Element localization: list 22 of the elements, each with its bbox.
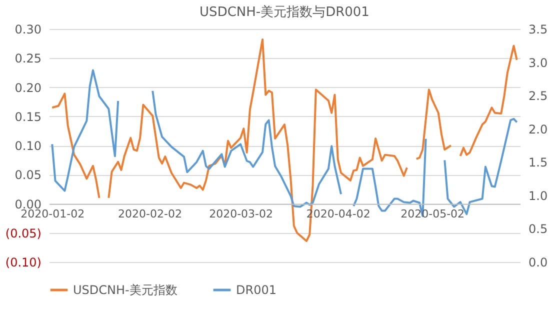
x-tick-label: 2020-01-02 [20, 207, 85, 220]
y-tick-label: 0.05 [14, 168, 42, 182]
y2-tick-label: 3.5 [528, 22, 548, 36]
legend-label: DR001 [236, 283, 276, 297]
y2-tick-label: 1.5 [528, 156, 548, 170]
x-tick-label: 2020-03-02 [209, 207, 274, 220]
y2-tick-label: 2.0 [528, 122, 548, 136]
y-tick-label: 0.15 [14, 110, 42, 124]
y-tick-label: 0.10 [14, 139, 42, 153]
y-tick-label: (0.10) [5, 256, 42, 270]
y2-tick-label: 2.5 [528, 89, 548, 104]
y2-tick-label: 0.0 [528, 256, 548, 270]
legend-label: USDCNH-美元指数 [73, 283, 178, 297]
y-tick-label: 0.20 [14, 80, 42, 95]
y2-tick-label: 0.5 [528, 222, 548, 236]
chart-title: USDCNH-美元指数与DR001 [200, 4, 370, 20]
y-tick-label: 0.25 [14, 52, 42, 66]
y2-tick-label: 3.0 [528, 56, 548, 70]
y-tick-label: (0.05) [5, 226, 42, 240]
y2-tick-label: 1.0 [528, 188, 548, 203]
x-tick-label: 2020-02-02 [118, 207, 182, 220]
y-tick-label: 0.30 [14, 22, 42, 36]
